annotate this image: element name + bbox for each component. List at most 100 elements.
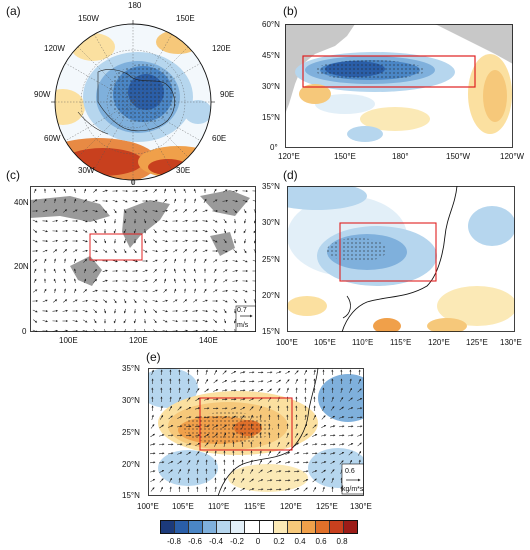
wind-vector: [221, 398, 228, 401]
wind-vector: [338, 434, 345, 437]
wind-vector: [158, 443, 165, 446]
wind-vector: [150, 470, 156, 473]
wind-vector: [268, 405, 271, 411]
wind-vector: [142, 269, 148, 273]
b-ytick-15n: 15°N: [262, 113, 280, 122]
wind-vector: [103, 209, 108, 213]
wind-vector: [194, 425, 201, 428]
wind-vector: [248, 371, 255, 374]
d-ytick-20n: 20°N: [262, 291, 280, 300]
wind-vector: [338, 425, 345, 428]
wind-vector: [92, 210, 98, 213]
wind-vector: [142, 299, 148, 303]
wind-vector: [176, 434, 183, 437]
a-lon-90e: 90E: [220, 90, 235, 99]
wind-vector: [159, 470, 165, 473]
b-ytick-30n: 30°N: [262, 82, 280, 91]
wind-vector: [222, 189, 228, 193]
wind-vector: [243, 218, 247, 224]
wind-vector: [82, 309, 88, 313]
d-xtick-115e: 115°E: [390, 338, 412, 347]
wind-vector: [72, 320, 78, 323]
wind-vector: [202, 310, 209, 313]
wind-vector: [312, 486, 317, 492]
wind-vector: [169, 378, 172, 385]
wind-vector: [162, 310, 168, 313]
wind-vector: [223, 239, 227, 244]
wind-vector: [33, 319, 38, 323]
e-ytick-35n: 35°N: [122, 364, 140, 373]
b-ytick-0: 0°: [270, 143, 278, 152]
wind-vector: [266, 371, 273, 374]
wind-vector: [83, 259, 87, 263]
wind-vector: [150, 433, 156, 438]
wind-vector: [232, 290, 238, 293]
wind-vector: [284, 470, 291, 473]
wind-vector: [192, 239, 199, 242]
wind-vector: [169, 405, 172, 411]
panel-a-label: (a): [6, 4, 21, 18]
wind-vector: [187, 387, 190, 393]
wind-vector: [250, 441, 253, 448]
wind-vector: [133, 229, 136, 234]
wind-vector: [62, 239, 68, 242]
wind-vector: [42, 209, 48, 213]
wind-vector: [311, 452, 318, 455]
wind-vector: [163, 198, 167, 203]
wind-vector: [347, 416, 354, 419]
wind-vector: [252, 289, 256, 293]
c-ytick-0: 0: [22, 327, 27, 336]
wind-vector: [53, 258, 57, 264]
wind-vector: [193, 288, 197, 294]
d-xtick-120e: 120°E: [428, 338, 450, 347]
wind-vector: [194, 416, 201, 419]
wind-vector: [42, 320, 48, 323]
wind-vector: [74, 198, 77, 203]
wind-vector: [160, 486, 163, 492]
a-lon-30e: 30E: [176, 166, 191, 175]
wind-vector: [152, 259, 158, 263]
wind-vector: [177, 425, 183, 428]
wind-vector: [212, 199, 218, 203]
wind-vector: [311, 461, 318, 464]
colorbar-swatch: [231, 521, 246, 533]
wind-vector: [303, 487, 308, 492]
wind-vector: [169, 396, 172, 403]
e-xtick-105e: 105°E: [172, 502, 194, 511]
wind-vector: [42, 249, 48, 253]
wind-vector: [196, 459, 199, 465]
wind-vector: [192, 309, 199, 312]
d-xtick-105e: 105°E: [314, 338, 336, 347]
wind-vector: [183, 209, 188, 213]
wind-vector: [267, 380, 273, 383]
a-lon-120w: 120W: [44, 44, 65, 53]
wind-vector: [177, 452, 183, 455]
colorbar-tick-label: 0.2: [273, 537, 285, 546]
wind-vector: [294, 488, 300, 491]
wind-vector: [178, 387, 181, 394]
wind-vector: [303, 443, 309, 446]
wind-vector: [151, 369, 154, 375]
e-xtick-125e: 125°E: [316, 502, 338, 511]
panel-c-label: (c): [6, 168, 20, 182]
wind-vector: [82, 219, 88, 223]
wind-vector: [213, 268, 217, 273]
wind-vector: [73, 268, 77, 274]
wind-vector: [285, 488, 291, 491]
wind-vector: [304, 369, 307, 375]
wind-vector: [113, 209, 117, 214]
wind-vector: [313, 405, 316, 412]
panel-b-label: (b): [283, 4, 298, 18]
wind-vector: [214, 441, 217, 447]
wind-vector: [331, 378, 334, 385]
wind-vector: [187, 468, 190, 474]
wind-vector: [231, 371, 237, 374]
c-ytick-20n: 20N: [14, 262, 29, 271]
wind-vector: [340, 369, 343, 376]
wind-vector: [63, 188, 67, 194]
wind-vector: [164, 188, 167, 194]
wind-vector: [186, 443, 192, 446]
wind-vector: [339, 416, 345, 419]
wind-vector: [52, 219, 59, 222]
wind-vector: [202, 209, 208, 213]
